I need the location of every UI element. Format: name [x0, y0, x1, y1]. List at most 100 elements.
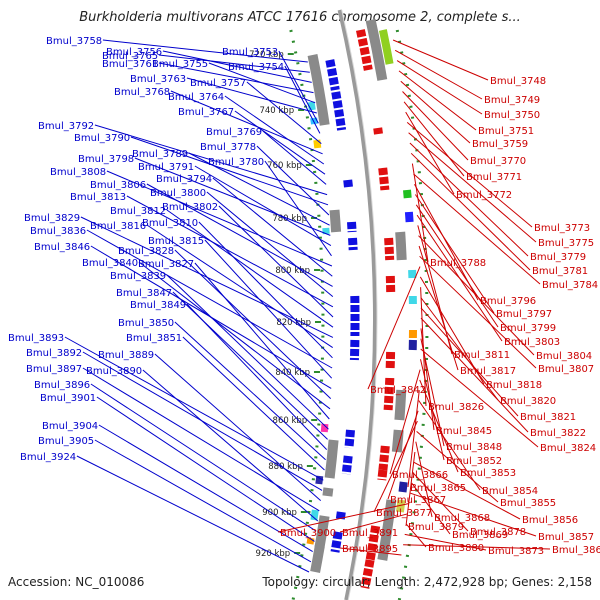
- gene-feature-43: [403, 189, 412, 199]
- left-gene-leader: [166, 209, 334, 328]
- gene-feature-14: [324, 439, 339, 479]
- left-gene-leader: [96, 396, 315, 542]
- left-gene-label: Bmul_3767: [178, 107, 234, 118]
- right-gene-leader: [420, 297, 499, 401]
- right-gene-label: Bmul_3822: [530, 428, 586, 439]
- left-gene-leader: [82, 367, 320, 512]
- left-gene-label: Bmul_3754: [228, 62, 284, 73]
- gene-feature-29: [384, 237, 395, 261]
- left-gene-label: Bmul_3778: [200, 142, 256, 153]
- left-gene-label: Bmul_3790: [74, 133, 130, 144]
- left-gene-label: Bmul_3892: [26, 348, 82, 359]
- left-gene-label: Bmul_3810: [142, 218, 198, 229]
- right-gene-label: Bmul_3826: [428, 402, 484, 413]
- left-gene-leader: [166, 274, 329, 430]
- left-gene-leader: [204, 239, 333, 379]
- right-gene-label: Bmul_3877: [376, 508, 432, 519]
- right-gene-leader: [405, 111, 455, 195]
- right-gene-label: Bmul_3759: [472, 139, 528, 150]
- right-gene-leader: [405, 523, 427, 548]
- left-gene-leader: [194, 165, 332, 247]
- right-gene-label: Bmul_3803: [504, 337, 560, 348]
- right-gene-label: Bmul_3848: [446, 442, 502, 453]
- left-gene-leader: [94, 439, 312, 563]
- left-gene-label: Bmul_3836: [30, 226, 86, 237]
- gene-feature-37: [365, 18, 388, 81]
- right-gene-leader: [420, 317, 529, 433]
- left-gene-label: Bmul_3839: [110, 271, 166, 282]
- right-gene-label: Bmul_3775: [538, 238, 594, 249]
- right-gene-leader: [389, 369, 421, 475]
- right-gene-label: Bmul_3824: [540, 443, 596, 454]
- right-gene-leader: [392, 39, 489, 81]
- left-gene-leader: [194, 262, 330, 420]
- left-gene-label: Bmul_3890: [86, 366, 142, 377]
- left-gene-label: Bmul_3815: [148, 236, 204, 247]
- gene-feature-7: [349, 339, 360, 361]
- right-gene-leader: [402, 91, 469, 161]
- gene-feature-50: [395, 499, 406, 513]
- left-gene-leader: [246, 81, 322, 144]
- right-gene-label: Bmul_3866: [392, 470, 448, 481]
- right-gene-leader: [411, 482, 451, 535]
- left-gene-label: Bmul_3792: [38, 121, 94, 132]
- right-gene-label: Bmul_3817: [460, 366, 516, 377]
- left-gene-label: Bmul_3764: [168, 92, 224, 103]
- left-gene-leader: [218, 205, 334, 318]
- right-gene-label: Bmul_3781: [532, 266, 588, 277]
- right-gene-label: Bmul_3891: [342, 528, 398, 539]
- left-gene-label: Bmul_3889: [98, 350, 154, 361]
- gene-feature-26: [355, 29, 373, 71]
- left-gene-label: Bmul_3812: [110, 206, 166, 217]
- right-gene-leader: [415, 204, 499, 328]
- left-gene-leader: [198, 221, 333, 359]
- scale-tick-label: 760 kbp: [267, 161, 302, 171]
- left-gene-leader: [126, 195, 334, 308]
- left-gene-label: Bmul_3829: [24, 213, 80, 224]
- gene-feature-23: [310, 509, 319, 521]
- right-gene-label: Bmul_3796: [480, 296, 536, 307]
- scale-tick-label: 840 kbp: [275, 368, 310, 378]
- right-gene-label: Bmul_3804: [536, 351, 592, 362]
- left-gene-leader: [256, 145, 330, 216]
- left-gene-label: Bmul_3806: [90, 180, 146, 191]
- right-gene-leader: [398, 70, 477, 131]
- left-gene-label: Bmul_3802: [162, 202, 218, 213]
- left-gene-label: Bmul_3851: [126, 333, 182, 344]
- left-gene-leader: [264, 160, 332, 257]
- right-gene-label: Bmul_3749: [484, 95, 540, 106]
- left-gene-leader: [186, 303, 328, 450]
- left-gene-label: Bmul_3816: [90, 221, 146, 232]
- right-gene-leader: [410, 492, 537, 537]
- left-gene-leader: [224, 95, 325, 165]
- gene-feature-11: [330, 531, 343, 553]
- left-gene-label: Bmul_3904: [42, 421, 98, 432]
- left-gene-label: Bmul_3905: [38, 436, 94, 447]
- gene-feature-35: [365, 525, 381, 561]
- left-gene-label: Bmul_3794: [156, 174, 212, 185]
- left-gene-label: Bmul_3758: [46, 36, 102, 47]
- gene-feature-36: [360, 559, 375, 589]
- right-gene-leader: [418, 235, 535, 356]
- right-gene-leader: [415, 441, 433, 518]
- right-gene-label: Bmul_3867: [390, 495, 446, 506]
- left-gene-label: Bmul_3828: [118, 246, 174, 257]
- right-gene-leader: [414, 194, 495, 314]
- right-gene-leader: [407, 390, 420, 488]
- right-gene-label: Bmul_3865: [410, 483, 466, 494]
- map-title: Burkholderia multivorans ATCC 17616 chro…: [79, 10, 521, 25]
- gene-feature-28: [378, 167, 390, 191]
- right-gene-label: Bmul_3852: [446, 456, 502, 467]
- left-gene-leader: [212, 177, 333, 277]
- right-gene-label: Bmul_3773: [534, 223, 590, 234]
- left-gene-label: Bmul_3798: [78, 154, 134, 165]
- left-gene-leader: [174, 249, 332, 399]
- gene-feature-49: [398, 481, 408, 493]
- left-gene-leader: [182, 336, 325, 471]
- gene-feature-31: [385, 351, 396, 371]
- left-gene-leader: [262, 130, 327, 185]
- right-gene-leader: [420, 328, 435, 431]
- right-gene-label: Bmul_3797: [496, 309, 552, 320]
- gene-feature-10: [335, 511, 346, 521]
